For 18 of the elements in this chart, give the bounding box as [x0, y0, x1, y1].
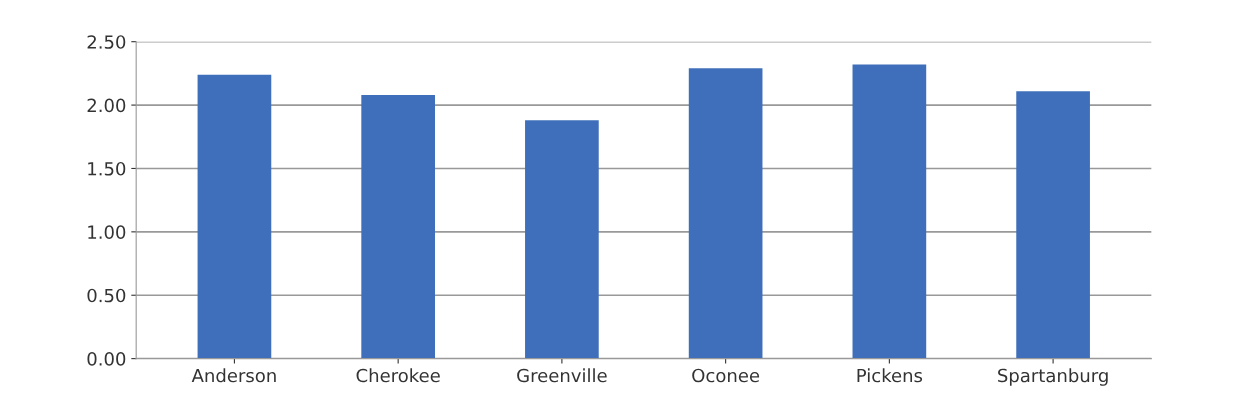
- x-tick-label: Anderson: [191, 368, 276, 383]
- bar: [1016, 91, 1090, 359]
- bar: [688, 68, 763, 359]
- bar: [852, 64, 927, 359]
- x-tick-label: Spartanburg: [998, 368, 1108, 386]
- bar: [361, 94, 435, 359]
- y-tick-label: 0.00: [87, 352, 126, 366]
- bar: [525, 120, 599, 359]
- y-tick-label: 0.50: [87, 288, 126, 303]
- bar: [197, 74, 272, 359]
- x-tick-label: Pickens: [857, 368, 923, 383]
- x-tick-label: Greenville: [517, 368, 607, 383]
- y-tick-label: 2.50: [87, 35, 126, 49]
- y-tick-label: 2.00: [87, 98, 126, 113]
- x-tick-label: Cherokee: [356, 368, 440, 383]
- y-tick-label: 1.00: [88, 225, 126, 239]
- y-tick-label: 1.50: [88, 161, 126, 176]
- x-tick-label: Oconee: [692, 368, 760, 383]
